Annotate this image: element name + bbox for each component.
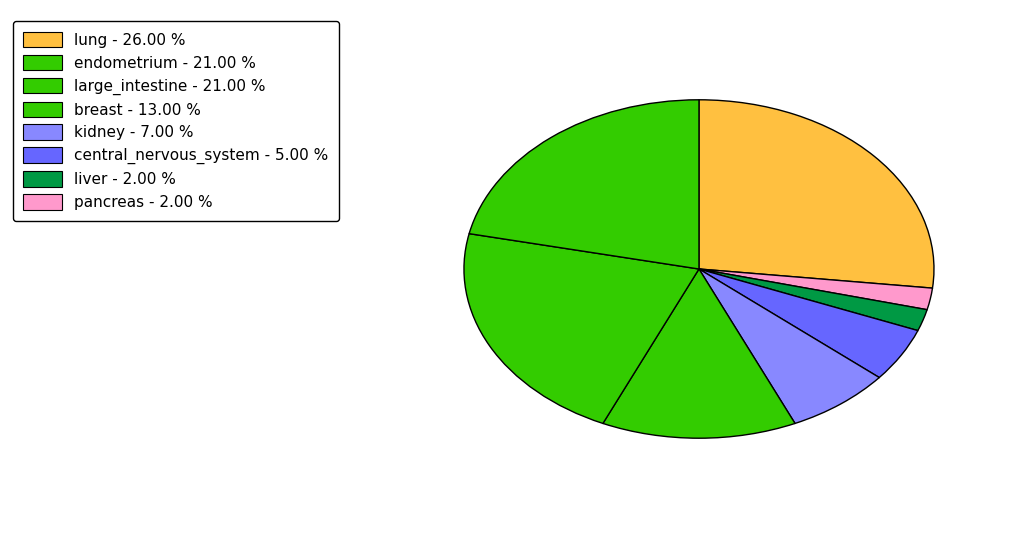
Wedge shape — [699, 269, 927, 330]
Wedge shape — [469, 100, 699, 269]
Wedge shape — [699, 269, 933, 310]
Wedge shape — [699, 100, 934, 288]
Wedge shape — [464, 233, 699, 423]
Wedge shape — [699, 269, 879, 423]
Legend: lung - 26.00 %, endometrium - 21.00 %, large_intestine - 21.00 %, breast - 13.00: lung - 26.00 %, endometrium - 21.00 %, l… — [13, 21, 338, 221]
Wedge shape — [699, 269, 918, 378]
Wedge shape — [603, 269, 795, 438]
